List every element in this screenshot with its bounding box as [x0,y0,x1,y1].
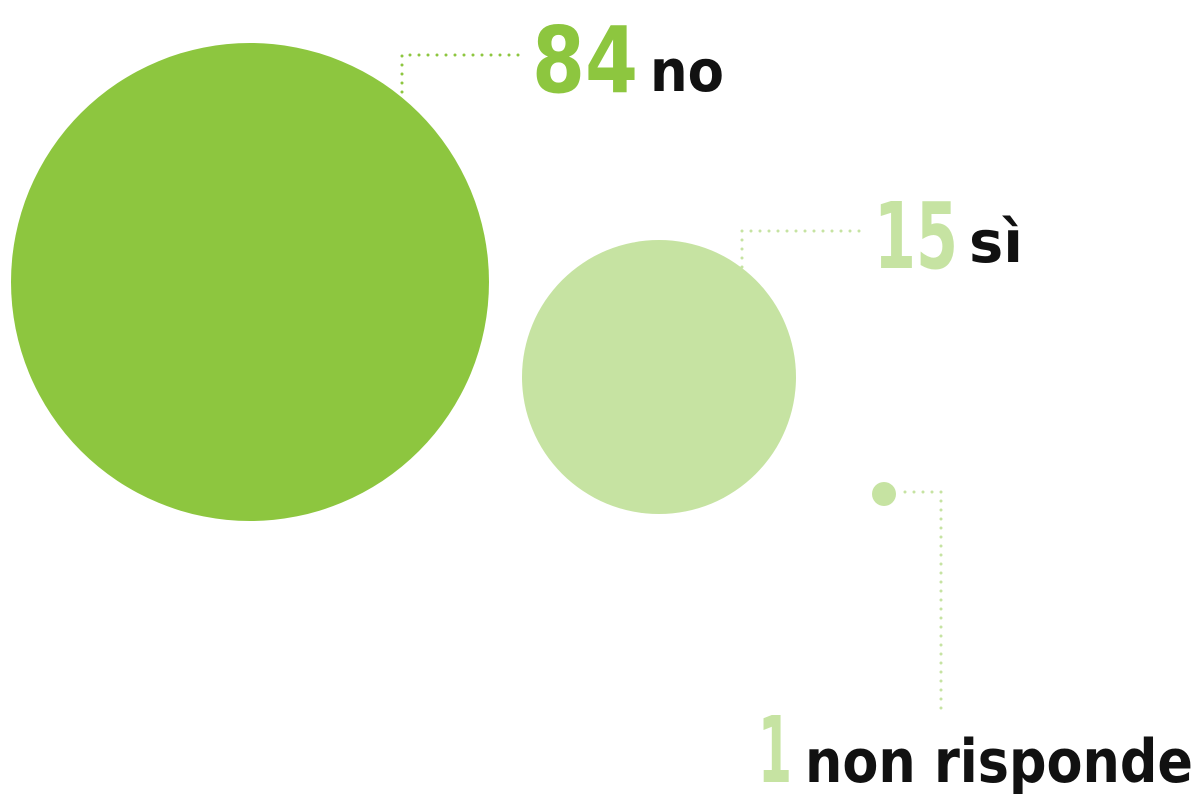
leader-line-non-risponde [903,490,943,714]
leader-line-si [740,229,868,269]
label-no: no [650,37,724,105]
leader-line-no [400,53,528,94]
label-si: sì [969,208,1023,276]
bubble-no [11,43,489,521]
value-non-risponde: 1 [758,697,792,794]
label-non-risponde: non risponde [805,727,1193,794]
value-si: 15 [874,183,958,290]
bubble-si [522,240,796,514]
value-no: 84 [532,7,638,114]
bubble-non-risponde [872,482,896,506]
